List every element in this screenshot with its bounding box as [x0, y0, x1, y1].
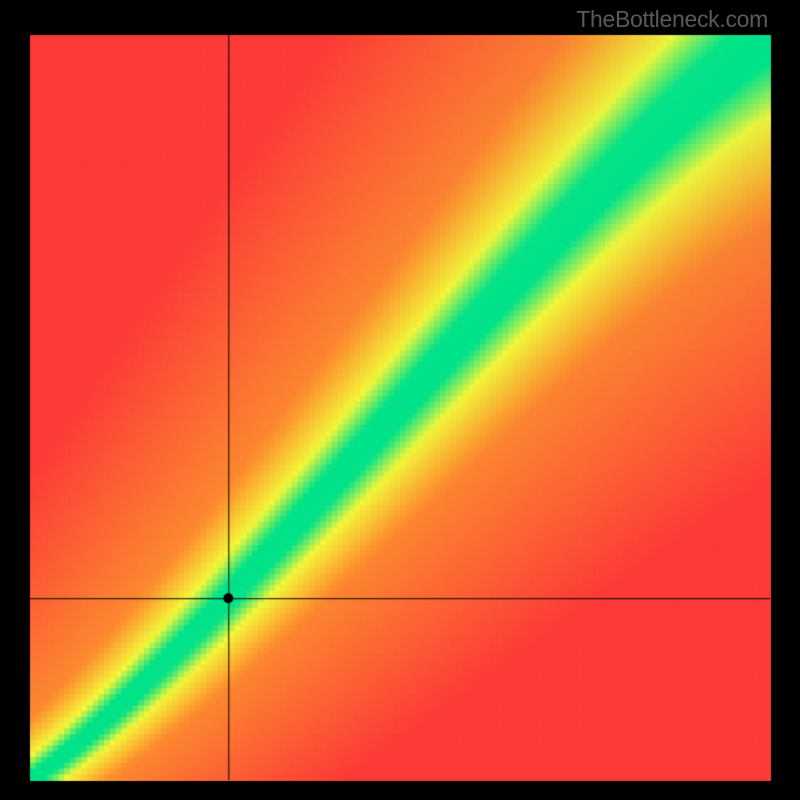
watermark-text: TheBottleneck.com [576, 6, 768, 33]
chart-container: TheBottleneck.com [0, 0, 800, 800]
bottleneck-heatmap [0, 0, 800, 800]
